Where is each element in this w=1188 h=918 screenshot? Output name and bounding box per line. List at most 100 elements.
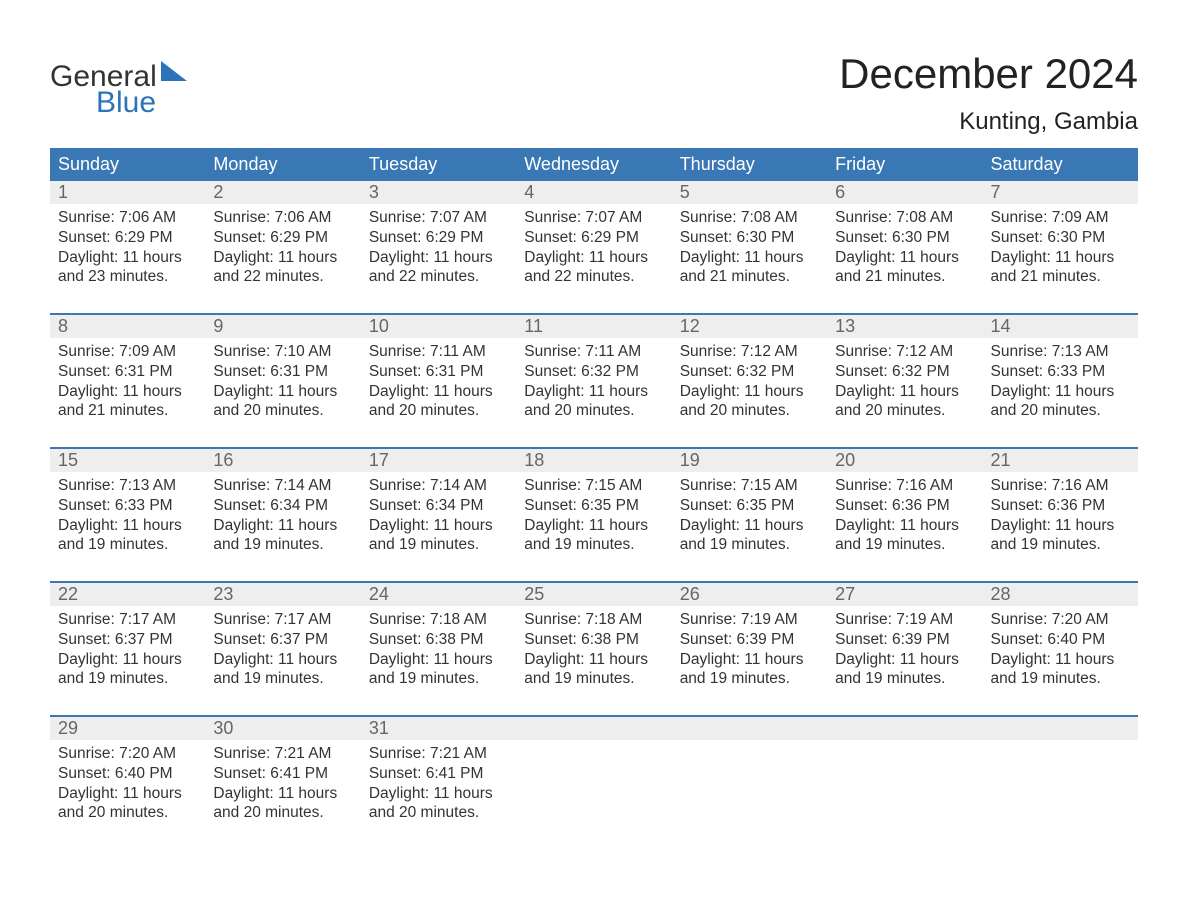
day-detail-line: and 19 minutes.	[524, 669, 665, 689]
calendar-day: 11Sunrise: 7:11 AMSunset: 6:32 PMDayligh…	[516, 315, 671, 433]
day-number: 15	[50, 449, 205, 472]
day-number: 27	[827, 583, 982, 606]
weekday-header-row: SundayMondayTuesdayWednesdayThursdayFrid…	[50, 148, 1138, 181]
calendar-day: 29Sunrise: 7:20 AMSunset: 6:40 PMDayligh…	[50, 717, 205, 835]
day-detail-line: Daylight: 11 hours	[991, 650, 1132, 670]
day-detail-line: Daylight: 11 hours	[369, 650, 510, 670]
day-details: Sunrise: 7:16 AMSunset: 6:36 PMDaylight:…	[827, 472, 982, 559]
day-number: 26	[672, 583, 827, 606]
day-detail-line: Sunrise: 7:09 AM	[58, 342, 199, 362]
day-detail-line: and 20 minutes.	[835, 401, 976, 421]
day-detail-line: Sunset: 6:36 PM	[835, 496, 976, 516]
day-number: 28	[983, 583, 1138, 606]
calendar: SundayMondayTuesdayWednesdayThursdayFrid…	[50, 148, 1138, 835]
day-detail-line: and 19 minutes.	[680, 535, 821, 555]
calendar-day: 26Sunrise: 7:19 AMSunset: 6:39 PMDayligh…	[672, 583, 827, 701]
day-detail-line: Sunrise: 7:17 AM	[58, 610, 199, 630]
day-number: 11	[516, 315, 671, 338]
day-details: Sunrise: 7:10 AMSunset: 6:31 PMDaylight:…	[205, 338, 360, 425]
day-detail-line: Daylight: 11 hours	[369, 784, 510, 804]
day-detail-line: and 19 minutes.	[58, 535, 199, 555]
calendar-day: 20Sunrise: 7:16 AMSunset: 6:36 PMDayligh…	[827, 449, 982, 567]
day-detail-line: and 22 minutes.	[524, 267, 665, 287]
day-details: Sunrise: 7:09 AMSunset: 6:31 PMDaylight:…	[50, 338, 205, 425]
day-number: 10	[361, 315, 516, 338]
day-detail-line: and 20 minutes.	[369, 401, 510, 421]
calendar-day: 27Sunrise: 7:19 AMSunset: 6:39 PMDayligh…	[827, 583, 982, 701]
day-detail-line: Daylight: 11 hours	[524, 382, 665, 402]
day-details: Sunrise: 7:15 AMSunset: 6:35 PMDaylight:…	[672, 472, 827, 559]
day-detail-line: and 20 minutes.	[213, 401, 354, 421]
day-detail-line: Daylight: 11 hours	[369, 248, 510, 268]
day-detail-line: Daylight: 11 hours	[524, 516, 665, 536]
day-detail-line: Daylight: 11 hours	[58, 650, 199, 670]
day-detail-line: and 19 minutes.	[524, 535, 665, 555]
day-detail-line: and 19 minutes.	[835, 669, 976, 689]
day-detail-line: and 20 minutes.	[213, 803, 354, 823]
day-detail-line: and 20 minutes.	[524, 401, 665, 421]
weekday-header: Monday	[205, 148, 360, 181]
calendar-day: 17Sunrise: 7:14 AMSunset: 6:34 PMDayligh…	[361, 449, 516, 567]
day-detail-line: and 20 minutes.	[369, 803, 510, 823]
day-detail-line: Daylight: 11 hours	[991, 248, 1132, 268]
day-detail-line: Sunset: 6:41 PM	[369, 764, 510, 784]
day-detail-line: Sunrise: 7:14 AM	[369, 476, 510, 496]
day-number: 5	[672, 181, 827, 204]
day-number: 31	[361, 717, 516, 740]
day-detail-line: Sunrise: 7:07 AM	[524, 208, 665, 228]
calendar-day: 6Sunrise: 7:08 AMSunset: 6:30 PMDaylight…	[827, 181, 982, 299]
day-detail-line: and 19 minutes.	[835, 535, 976, 555]
day-detail-line: Daylight: 11 hours	[213, 382, 354, 402]
day-detail-line: and 19 minutes.	[991, 669, 1132, 689]
day-detail-line: Daylight: 11 hours	[524, 248, 665, 268]
calendar-day: 25Sunrise: 7:18 AMSunset: 6:38 PMDayligh…	[516, 583, 671, 701]
day-details: Sunrise: 7:11 AMSunset: 6:31 PMDaylight:…	[361, 338, 516, 425]
day-detail-line: Sunrise: 7:09 AM	[991, 208, 1132, 228]
calendar-day: 18Sunrise: 7:15 AMSunset: 6:35 PMDayligh…	[516, 449, 671, 567]
day-detail-line: Daylight: 11 hours	[369, 516, 510, 536]
day-details: Sunrise: 7:20 AMSunset: 6:40 PMDaylight:…	[50, 740, 205, 827]
calendar-week: 8Sunrise: 7:09 AMSunset: 6:31 PMDaylight…	[50, 313, 1138, 433]
day-number: 30	[205, 717, 360, 740]
day-detail-line: Sunrise: 7:11 AM	[524, 342, 665, 362]
day-detail-line: Sunrise: 7:07 AM	[369, 208, 510, 228]
day-details: Sunrise: 7:18 AMSunset: 6:38 PMDaylight:…	[516, 606, 671, 693]
day-number: 9	[205, 315, 360, 338]
day-detail-line: Sunrise: 7:16 AM	[835, 476, 976, 496]
day-detail-line: and 19 minutes.	[213, 669, 354, 689]
calendar-day: 19Sunrise: 7:15 AMSunset: 6:35 PMDayligh…	[672, 449, 827, 567]
day-detail-line: Daylight: 11 hours	[213, 248, 354, 268]
day-detail-line: Sunset: 6:33 PM	[991, 362, 1132, 382]
day-number: 13	[827, 315, 982, 338]
day-detail-line: Daylight: 11 hours	[991, 382, 1132, 402]
day-details: Sunrise: 7:21 AMSunset: 6:41 PMDaylight:…	[205, 740, 360, 827]
day-detail-line: Sunrise: 7:18 AM	[369, 610, 510, 630]
day-detail-line: Sunset: 6:30 PM	[835, 228, 976, 248]
calendar-week: 22Sunrise: 7:17 AMSunset: 6:37 PMDayligh…	[50, 581, 1138, 701]
day-detail-line: and 22 minutes.	[213, 267, 354, 287]
calendar-day: 31 Sunrise: 7:21 AMSunset: 6:41 PMDayligh…	[361, 717, 516, 835]
day-detail-line: Sunrise: 7:21 AM	[369, 744, 510, 764]
day-detail-line: Sunset: 6:29 PM	[369, 228, 510, 248]
calendar-day: 30Sunrise: 7:21 AMSunset: 6:41 PMDayligh…	[205, 717, 360, 835]
day-details: Sunrise: 7:20 AMSunset: 6:40 PMDaylight:…	[983, 606, 1138, 693]
day-details: Sunrise: 7:08 AMSunset: 6:30 PMDaylight:…	[672, 204, 827, 291]
weekday-header: Wednesday	[516, 148, 671, 181]
day-detail-line: Daylight: 11 hours	[680, 650, 821, 670]
calendar-day: 3Sunrise: 7:07 AMSunset: 6:29 PMDaylight…	[361, 181, 516, 299]
day-number: 7	[983, 181, 1138, 204]
weekday-header: Saturday	[983, 148, 1138, 181]
day-detail-line: Sunrise: 7:17 AM	[213, 610, 354, 630]
day-detail-line: Sunrise: 7:14 AM	[213, 476, 354, 496]
calendar-day: 5Sunrise: 7:08 AMSunset: 6:30 PMDaylight…	[672, 181, 827, 299]
day-detail-line: Sunrise: 7:10 AM	[213, 342, 354, 362]
day-detail-line: Sunset: 6:38 PM	[524, 630, 665, 650]
day-detail-line: Sunset: 6:29 PM	[58, 228, 199, 248]
day-details: Sunrise: 7:06 AMSunset: 6:29 PMDaylight:…	[50, 204, 205, 291]
day-details: Sunrise: 7:14 AMSunset: 6:34 PMDaylight:…	[361, 472, 516, 559]
day-detail-line: Sunset: 6:29 PM	[524, 228, 665, 248]
day-detail-line: Sunrise: 7:19 AM	[835, 610, 976, 630]
day-detail-line: Daylight: 11 hours	[680, 248, 821, 268]
calendar-day: 8Sunrise: 7:09 AMSunset: 6:31 PMDaylight…	[50, 315, 205, 433]
day-detail-line: Sunset: 6:31 PM	[369, 362, 510, 382]
